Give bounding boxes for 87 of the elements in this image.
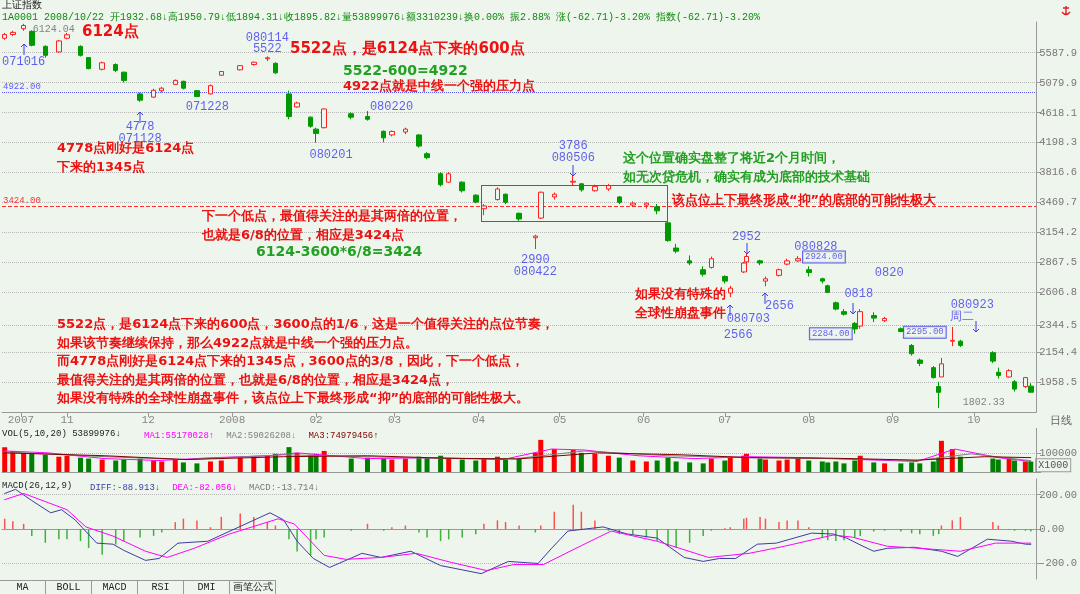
annotation: 2952 (732, 230, 761, 245)
chart-title: 上证指数 (2, 0, 42, 11)
annotation: 周二 (950, 310, 975, 325)
annotation: 5522点，是6124点下来的600点，3600点的1/6，这是一个值得关注的点位节奏， (57, 316, 554, 333)
y-tick-label: 100000 (1039, 446, 1078, 459)
text: BOLL (46, 580, 92, 594)
y-tick-label: 1958.5 (1039, 375, 1078, 388)
text: RSI (138, 580, 184, 594)
annotation: 0818 (844, 286, 874, 301)
annotation: 080506 (551, 150, 595, 165)
annotation: 该点位上下最终形成“抑”的底部的可能性极大 (672, 192, 937, 209)
annotation: 071228 (185, 99, 229, 114)
y-tick-label: 4618.1 (1039, 106, 1078, 119)
annotation: 2284.00 (811, 328, 850, 339)
y-tick-label: 2867.5 (1039, 256, 1078, 269)
annotation: 071016 (2, 54, 46, 69)
annotation: 如果没有特殊的全球性崩盘事件，该点位上下最终形成“抑”的底部的可能性极大。 (57, 390, 530, 407)
annotation: 也就是6/8的位置，相应是3424点 (202, 227, 405, 244)
annotation: 2566 (723, 328, 753, 343)
text: MACD:-13.714↓ (249, 483, 320, 493)
y-tick-label: 5079.9 (1039, 76, 1078, 89)
annotation: 如果没有特殊的 (635, 286, 726, 303)
annotation: 080422 (513, 265, 557, 280)
text: MACD (92, 580, 138, 594)
text: DIFF:-88.913↓ (90, 483, 161, 493)
annotation: 0820 (874, 266, 904, 281)
y-tick-label: 3154.2 (1039, 226, 1078, 239)
y-tick-label: 2606.8 (1039, 286, 1078, 299)
x-tick-label: 07 (718, 413, 732, 426)
y-tick-label: 2154.4 (1039, 346, 1078, 359)
annotation: 3786 (558, 138, 588, 153)
annotation: 2924.00 (805, 252, 843, 263)
annotation: 1802.33 (962, 396, 1005, 408)
x-tick-label: 05 (553, 413, 567, 426)
x-tick-label: 06 (637, 413, 651, 426)
chart-title: VOL(5,10,20) 53899976↓ (2, 428, 121, 439)
annotation: 最值得关注的是其两倍的位置，也就是6/8的位置，相应是3424点， (57, 371, 455, 388)
series-label: MA1:55170028↑ (144, 431, 215, 441)
annotation: 6124-3600*6/8=3424 (256, 243, 423, 261)
annotation: 如无次贷危机，确实有成为底部的技术基础 (623, 169, 870, 186)
y-tick-label: 3469.7 (1039, 196, 1078, 209)
y-tick-label: -200.0 (1039, 557, 1078, 570)
ref-line-label: 4922.00 (3, 81, 41, 92)
text: DEA:-82.056↓ (172, 483, 238, 493)
annotation: 4778 (125, 119, 155, 134)
x-tick-label: 03 (387, 413, 402, 426)
x-tick-label: 04 (471, 413, 486, 426)
text: DMI (184, 580, 230, 594)
annotation: 下一个低点，最值得关注的是其两倍的位置， (202, 208, 462, 225)
x-tick-label: 2008 (218, 413, 246, 426)
annotation: 这个位置确实盘整了将近2个月时间， (623, 150, 841, 167)
x-tick-label: 02 (309, 413, 323, 426)
series-label: MA2:59026208↓ (226, 431, 297, 441)
annotation: 080703 (726, 312, 770, 327)
text: 画笔公式 (230, 580, 276, 594)
y-axis-title: X1000 (1038, 459, 1069, 471)
annotation: 5522-600=4922 (343, 62, 468, 79)
annotation: 2295.00 (905, 327, 944, 338)
annotation: 080220 (369, 100, 414, 115)
text: 日线 (1050, 414, 1072, 428)
annotation: 2656 (765, 299, 794, 314)
annotation: 6124.04 (32, 24, 75, 36)
y-tick-label: 4198.3 (1039, 136, 1078, 149)
x-tick-label: 08 (802, 413, 816, 426)
y-tick-label: 0.00 (1039, 523, 1065, 535)
x-tick-label: 2007 (7, 413, 35, 426)
annotation: 如果该节奏继续保持，那么4922点就是中线一个强的压力点。 (57, 334, 419, 351)
y-tick-label: 200.00 (1039, 488, 1078, 501)
annotation: 下来的1345点 (57, 159, 146, 176)
chart-title: MACD(26,12,9) (2, 480, 73, 491)
x-tick-label: 10 (967, 413, 981, 426)
y-tick-label: 3816.6 (1039, 166, 1078, 179)
text: MA (0, 580, 46, 594)
x-tick-label: 11 (60, 413, 74, 426)
x-tick-label: 09 (886, 413, 900, 426)
annotation: 080201 (309, 147, 353, 162)
x-tick-label: 12 (141, 413, 155, 426)
ref-line-label: 3424.00 (3, 195, 41, 206)
annotation: 全球性崩盘事件 (635, 305, 726, 322)
annotation: 4922点就是中线一个强的压力点 (343, 78, 536, 95)
y-tick-label: 5587.9 (1039, 46, 1078, 59)
y-tick-label: 2344.5 (1039, 319, 1078, 332)
chart-subtitle: 1A0001 2008/10/22 开1932.68↓高1950.79↓低1894.31↓收1895.82↓量53899976↓额3310239↓换0.00% 振2.88% 涨(-62.71)-3.20% 指数(-62.71)-3.20% (2, 10, 761, 23)
annotation: 而4778点刚好是6124点下来的1345点，3600点的3/8，因此，下一个低点， (57, 353, 524, 370)
series-label: MA3:74979456↑ (308, 431, 379, 441)
annotation: 5522点，是6124点下来的600点 (290, 39, 525, 58)
annotation: 6124点 (82, 22, 139, 41)
